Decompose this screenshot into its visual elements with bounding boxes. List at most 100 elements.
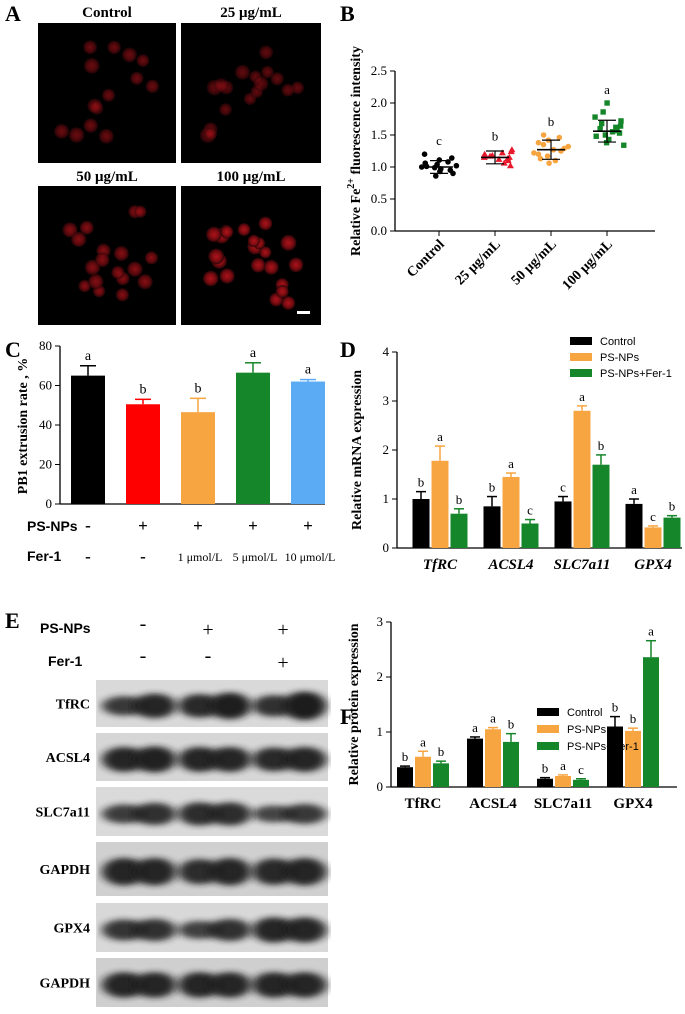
data-point (535, 139, 542, 146)
data-point (556, 134, 563, 141)
bar (663, 517, 681, 548)
cell-spot (258, 216, 273, 231)
cell-spot (113, 245, 129, 261)
cell-spot (79, 220, 94, 235)
cell-spot (136, 54, 150, 68)
fer1-sign: - (140, 547, 146, 566)
cell-spot (219, 268, 235, 284)
data-point (421, 151, 428, 157)
western-blot-panel: PS-NPs Fer-1 - + + - - + TfRC ACSL4 SLC7a1… (36, 613, 328, 1007)
cell-spot (250, 257, 266, 273)
significance-letter: a (631, 482, 637, 497)
blot-band (102, 972, 146, 998)
micrograph-label-50: 50 μg/mL (76, 169, 137, 185)
significance-letter: a (508, 456, 514, 471)
y-axis-label: PB1 extrusion rate , % (16, 358, 31, 494)
cell-spot (137, 274, 153, 290)
data-point (498, 149, 506, 156)
bar (625, 730, 641, 787)
data-point (617, 123, 624, 129)
data-point (544, 153, 551, 159)
data-point (505, 153, 513, 160)
panel-letter-c: C (5, 337, 21, 362)
blot-label: ACSL4 (46, 751, 90, 766)
significance-letter: a (437, 429, 443, 444)
cell-spot (145, 79, 160, 94)
significance-letter: b (612, 700, 619, 715)
bar (467, 738, 483, 787)
y-tick-label: 20 (39, 457, 52, 472)
bar (592, 464, 610, 548)
legend-swatch (570, 369, 592, 377)
cell-spot (206, 226, 222, 243)
significance-letter: a (472, 720, 478, 735)
blot-sign: - (140, 645, 147, 667)
y-tick-label: 0 (46, 496, 53, 511)
data-point (603, 139, 610, 146)
blot-sign: + (277, 652, 288, 674)
y-tick-label: 0.0 (371, 223, 387, 238)
significance-letter: b (542, 761, 549, 776)
blot-band (282, 857, 327, 886)
bar (643, 657, 659, 787)
data-point (604, 100, 610, 106)
blot-band (282, 803, 327, 825)
blot-sign: - (205, 645, 212, 667)
panel-letter-e: E (5, 608, 20, 633)
cell-spot (280, 234, 297, 251)
cell-spot (83, 40, 98, 55)
legend-label: PS-NPs+Fer-1 (600, 368, 672, 380)
data-point (552, 157, 559, 164)
data-point (618, 118, 624, 124)
y-tick-label: 0.5 (371, 191, 387, 206)
cell-spot (220, 225, 234, 239)
bar (483, 506, 501, 548)
significance-letter: b (669, 499, 676, 514)
data-point (592, 114, 598, 120)
bar (555, 776, 571, 787)
x-tick-label: ACSL4 (487, 557, 534, 573)
bar (181, 412, 215, 504)
bar (236, 372, 270, 504)
chart-b: 0.0 0.5 1.0 1.5 2.0 2.5 Relative Fe2+ fluoresc… (346, 46, 655, 293)
bar (126, 404, 160, 504)
cell-spot (83, 118, 98, 133)
data-point (598, 120, 605, 127)
blot-band (282, 691, 327, 721)
y-tick-label: 40 (39, 417, 52, 432)
blot-sign: + (202, 619, 213, 641)
panel-letter-b: B (340, 1, 355, 26)
legend-label: PS-NPs+Fer-1 (567, 741, 639, 753)
chart-c: 0 20 40 60 80 PB1 extrusion rate , % a - - b + - b +1… (16, 338, 335, 566)
data-point (495, 155, 503, 162)
cell-spot (288, 257, 304, 273)
blot-band (208, 857, 252, 886)
data-point (535, 151, 542, 157)
significance-letter: a (490, 711, 496, 726)
cell-spot (83, 57, 100, 74)
blot-band (132, 918, 177, 942)
legend-label: Control (567, 707, 602, 719)
significance-letter: c (560, 480, 566, 495)
cell-spot (214, 78, 229, 93)
x-tick-label: ACSL4 (469, 796, 517, 812)
bar (397, 767, 413, 787)
blot-band (178, 859, 222, 885)
significance-letter: a (420, 734, 426, 749)
bar (433, 763, 449, 787)
data-point (613, 124, 619, 131)
blot-sign: - (140, 613, 147, 635)
data-point (537, 155, 544, 162)
legend-swatch (537, 742, 559, 750)
micrograph-100 (181, 186, 321, 325)
data-point (593, 133, 599, 139)
cell-spot (134, 205, 147, 218)
cell-spot (130, 71, 144, 85)
cell-spot (281, 83, 295, 97)
blot-label: GAPDH (39, 863, 90, 878)
blot-label: TfRC (56, 698, 90, 713)
cell-spot (144, 251, 159, 265)
blot-band (252, 972, 296, 998)
cell-spot (263, 259, 279, 275)
